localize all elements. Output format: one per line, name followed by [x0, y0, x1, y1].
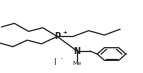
Text: +: + — [62, 30, 67, 35]
Text: -: - — [60, 57, 62, 62]
Text: I: I — [53, 58, 56, 67]
Text: Me: Me — [73, 61, 82, 66]
Text: P: P — [54, 32, 60, 41]
Text: N: N — [74, 47, 81, 56]
